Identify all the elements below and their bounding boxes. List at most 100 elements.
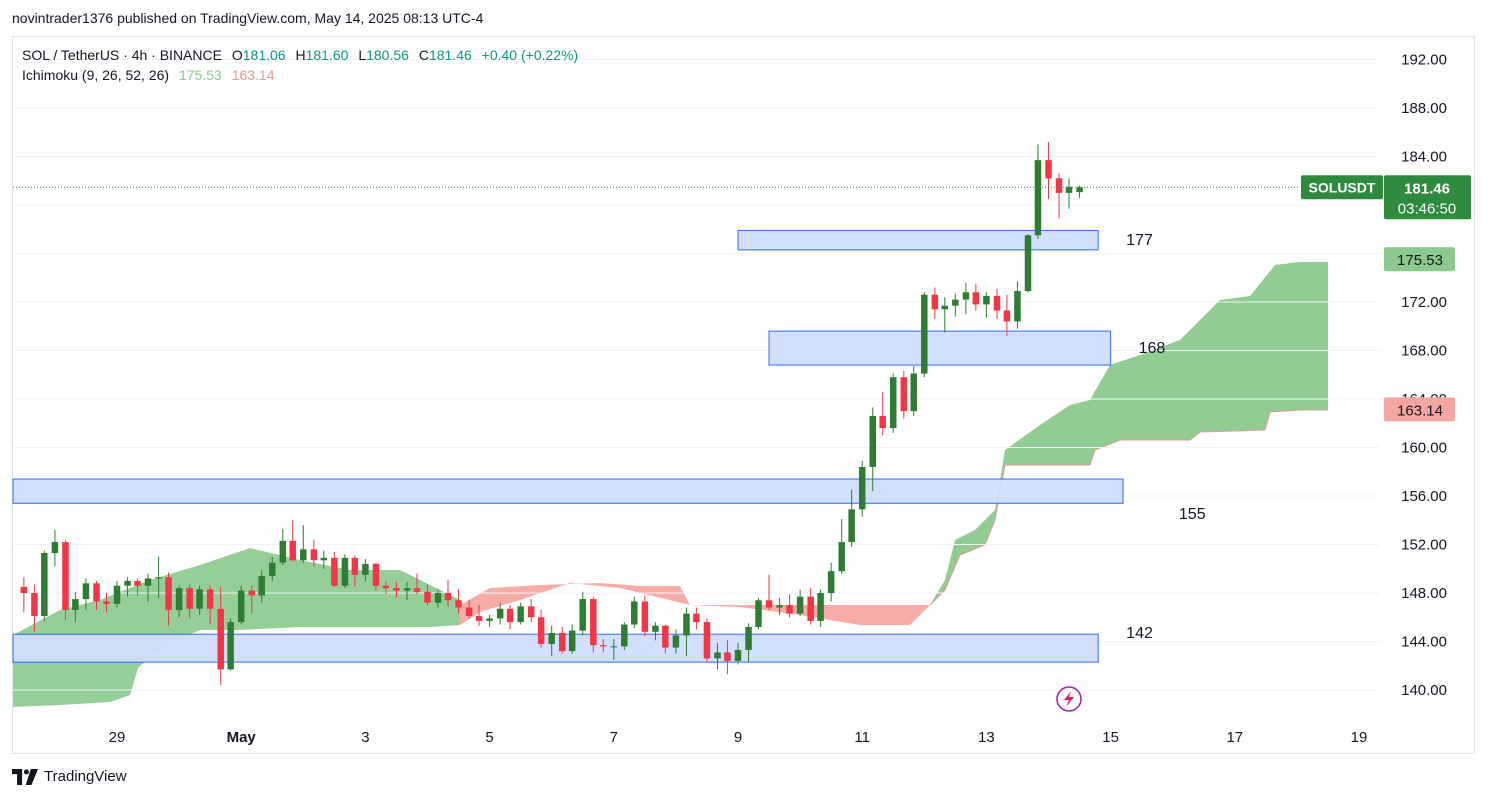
current-price-tag-bg [1384, 175, 1471, 220]
candle-body [351, 557, 359, 575]
candle-body [776, 605, 783, 608]
lightning-icon[interactable] [1056, 686, 1082, 712]
candle-body [455, 600, 462, 608]
candle-body [362, 563, 369, 575]
candle-body [475, 616, 483, 621]
footer: TradingView [12, 768, 127, 785]
candle-body [817, 593, 824, 621]
candle-body [82, 583, 90, 600]
candle-body [372, 563, 380, 586]
high-value: 181.60 [305, 47, 349, 63]
candle-body [807, 596, 814, 621]
y-tick-label: 172.00 [1401, 294, 1447, 311]
candle-body [413, 588, 421, 592]
zone-label: 155 [1179, 506, 1206, 523]
candle-body [217, 608, 224, 670]
candle-body [269, 562, 276, 577]
high-label: H [295, 47, 306, 63]
candle-body [424, 591, 431, 603]
candle-body [672, 635, 680, 648]
symbol-tag-label: SOLUSDT [1309, 179, 1376, 195]
zone-label: 168 [1139, 340, 1166, 357]
candle-body [506, 608, 514, 623]
symbol-tag-bg [1301, 175, 1383, 200]
candle-body [983, 295, 990, 305]
candle-body [879, 415, 886, 429]
indicator-name[interactable]: Ichimoku (9, 26, 52, 26) [22, 67, 170, 83]
zones: 177 168 155 142 [12, 229, 1206, 663]
candle-body [186, 588, 193, 609]
zone-box [737, 229, 1099, 251]
candle-body [300, 549, 307, 561]
span-a-tag-bg [1384, 247, 1455, 272]
candle-body [755, 600, 762, 627]
candle-body [310, 549, 318, 561]
candle-body [51, 542, 59, 553]
y-tick-label: 188.00 [1401, 100, 1447, 117]
symbol-info[interactable]: SOL / TetherUS · 4h · BINANCE [22, 47, 222, 63]
x-tick-label: 3 [361, 729, 369, 746]
candle-body [527, 606, 535, 618]
candle-body [838, 542, 845, 572]
candle-body [848, 509, 855, 543]
y-tick-label: 160.00 [1401, 440, 1447, 457]
x-tick-label: 15 [1102, 729, 1119, 746]
candle-body [745, 626, 752, 650]
span-b-tag-value: 163.14 [1397, 402, 1443, 419]
x-tick-label: 9 [734, 729, 742, 746]
candle-body [662, 625, 669, 648]
candle-body [621, 624, 628, 647]
countdown-value: 03:46:50 [1398, 200, 1456, 217]
cloud-bull-segment-1 [13, 548, 460, 707]
y-tick-label: 152.00 [1401, 537, 1447, 554]
candle-body [786, 605, 793, 614]
zone-label: 142 [1126, 625, 1153, 642]
zone-label: 177 [1126, 232, 1153, 249]
candle-body [631, 601, 638, 625]
candle-body [144, 578, 152, 586]
candle-body [1076, 187, 1083, 193]
change-value: +0.40 (+0.22%) [481, 47, 579, 63]
candle-body [693, 613, 700, 623]
close-value: 181.46 [428, 47, 472, 63]
candles [20, 141, 1083, 686]
y-tick-label: 192.00 [1401, 52, 1447, 69]
span-b-value: 163.14 [231, 67, 275, 83]
candle-body [703, 622, 711, 659]
candle-body [62, 542, 69, 610]
open-label: O [231, 47, 243, 63]
candle-body [900, 377, 908, 412]
cloud-bull-segment-2 [930, 262, 1328, 605]
candle-body [93, 583, 100, 602]
candle-body [1055, 178, 1063, 193]
candle-body [796, 596, 804, 614]
span-b-line [929, 409, 1328, 606]
candle-body [641, 601, 649, 632]
y-tick-label: 144.00 [1401, 634, 1447, 651]
candle-body [279, 540, 287, 563]
footer-brand[interactable]: TradingView [44, 768, 127, 785]
low-value: 180.56 [366, 47, 409, 63]
candle-body [258, 576, 265, 596]
candle-body [227, 622, 234, 670]
candle-body [683, 613, 690, 636]
candle-body [124, 580, 131, 586]
candle-body [382, 585, 390, 589]
candle-body [590, 599, 597, 646]
x-tick-label: 7 [610, 729, 618, 746]
y-tick-label: 140.00 [1401, 682, 1447, 699]
candle-body [827, 571, 835, 593]
candle-body [72, 599, 79, 610]
publisher-bar: novintrader1376 published on TradingView… [12, 10, 483, 26]
candle-body [237, 590, 245, 623]
zone-box [12, 633, 1099, 663]
candle-body [517, 606, 524, 623]
candle-body [1024, 235, 1032, 292]
x-tick-label: 11 [854, 729, 870, 746]
candle-body [393, 588, 400, 591]
candle-body [568, 630, 576, 652]
candle-body [869, 415, 877, 467]
candle-body [962, 292, 970, 300]
candle-body [1014, 291, 1021, 322]
